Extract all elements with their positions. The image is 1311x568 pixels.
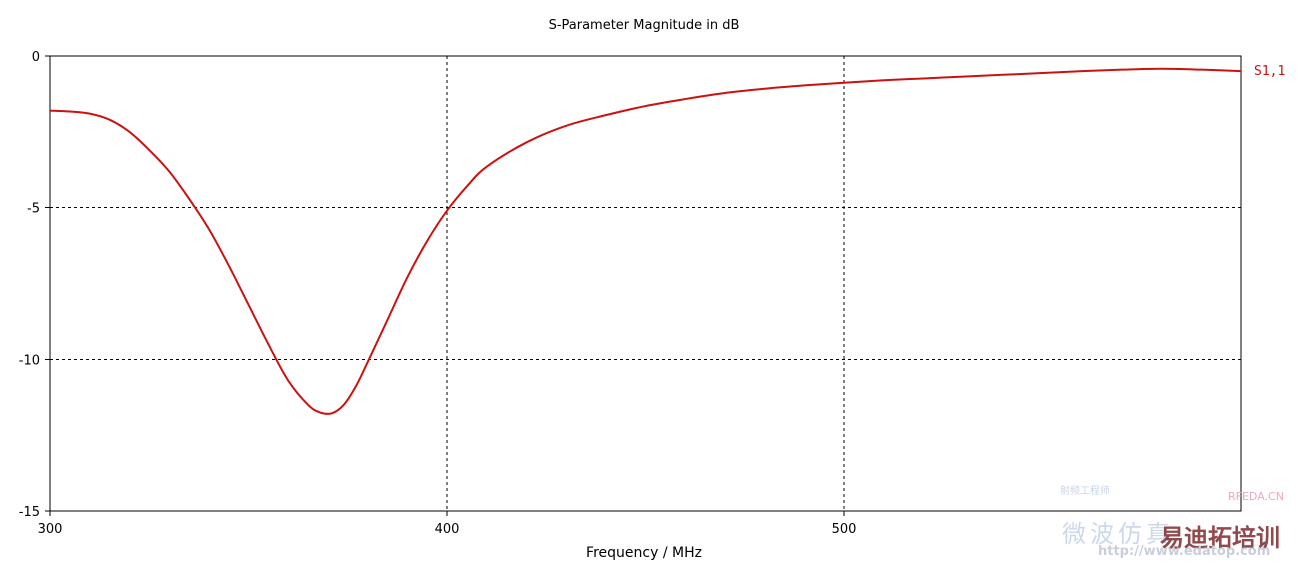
y-tick-label: -15	[19, 505, 40, 520]
x-tick-label: 300	[38, 522, 63, 537]
y-tick-label: -5	[27, 202, 40, 217]
plot-frame	[49, 55, 1242, 512]
y-tick-label: -10	[19, 353, 40, 368]
x-tick-label: 400	[435, 522, 460, 537]
series-label: S1,1	[1254, 64, 1285, 79]
watermark-cn-text: 微波仿真	[1062, 520, 1174, 548]
y-tick-label: 0	[32, 50, 40, 65]
watermark: 射频工程师 RFEDA.CN 微波仿真 易迪拓培训 http://www.eda…	[1050, 478, 1311, 568]
x-axis-label: Frequency / MHz	[586, 545, 702, 561]
watermark-rfeda: RFEDA.CN	[1228, 490, 1284, 503]
chart-title: S-Parameter Magnitude in dB	[548, 18, 740, 33]
watermark-url: http://www.edatop.com	[1098, 544, 1271, 559]
watermark-brand: 易迪拓培训	[1160, 524, 1280, 552]
series-line-s11	[49, 67, 1242, 415]
x-tick-label: 500	[832, 522, 857, 537]
watermark-small-text: 射频工程师	[1060, 486, 1110, 497]
